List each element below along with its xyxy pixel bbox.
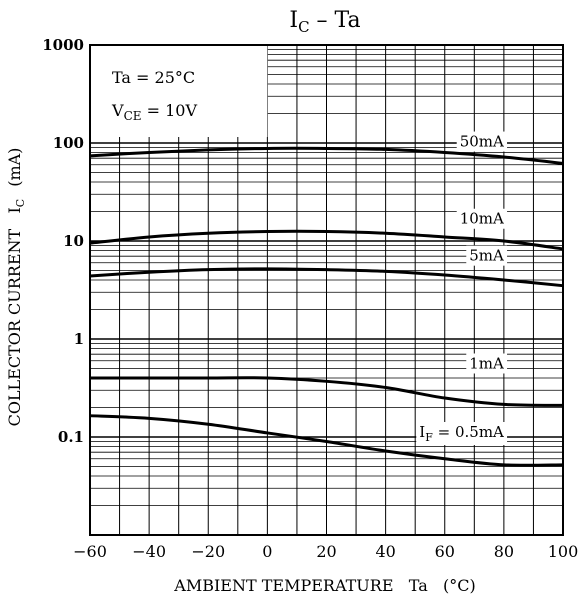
series-label-rest: 10mA xyxy=(460,210,504,228)
y-tick-label: 100 xyxy=(53,134,84,152)
series-label-4: IF = 0.5mA xyxy=(416,422,508,445)
series-layer xyxy=(89,146,564,467)
series-label-rest: 50mA xyxy=(460,133,504,151)
conditions-box: Ta = 25°C VCE = 10V xyxy=(91,46,268,137)
series-line-0 xyxy=(89,146,564,165)
series-line-4 xyxy=(89,414,564,467)
series-label-text: 1mA xyxy=(469,355,504,373)
series-label-text: 50mA xyxy=(460,133,504,151)
x-tick-label: 80 xyxy=(494,542,514,561)
series-label-rest: = 0.5mA xyxy=(433,423,504,441)
series-label-text: 5mA xyxy=(469,247,504,265)
x-tick-label: 100 xyxy=(548,542,579,561)
series-label-0: 50mA xyxy=(456,131,508,152)
series-label-3: 1mA xyxy=(466,353,508,374)
condition-rest: = 10V xyxy=(142,101,198,120)
condition-main: V xyxy=(111,101,124,120)
series-line-3 xyxy=(90,376,564,407)
chart-title-sub: C xyxy=(298,18,309,36)
series-label-rest: 1mA xyxy=(469,355,504,373)
chart-title: IC – Ta xyxy=(289,8,360,36)
series-labels: 50mA 10mA 5mA 1mA IF = 0.5mA xyxy=(416,131,508,445)
x-tick-label: −60 xyxy=(73,542,107,561)
y-tick-label: 1 xyxy=(74,330,84,348)
series-label-bg xyxy=(466,353,508,374)
series-label-bg xyxy=(456,131,508,152)
conditions-panel xyxy=(91,46,268,137)
y-axis-label: COLLECTOR CURRENT IC (mA) xyxy=(5,148,27,427)
x-tick-label: 60 xyxy=(435,542,455,561)
condition-sub: CE xyxy=(124,109,142,123)
x-tick-label: −20 xyxy=(191,542,225,561)
condition-text: VCE = 10V xyxy=(111,101,197,123)
chart-title-main: I xyxy=(289,8,298,33)
x-tick-label: −40 xyxy=(132,542,166,561)
condition-main: Ta = 25°C xyxy=(112,68,195,87)
series-line-1 xyxy=(89,229,564,251)
series-label-text: IF = 0.5mA xyxy=(419,423,504,444)
series-label-bg xyxy=(466,245,508,266)
tick-labels: −60 −40 −20 0 20 40 60 80 100 0.1 1 10 100 1000 xyxy=(42,36,578,561)
series-label-2: 5mA xyxy=(466,245,508,266)
series-line-2 xyxy=(89,267,564,288)
condition-text: Ta = 25°C xyxy=(112,68,195,87)
plot-frame xyxy=(89,44,564,536)
y-tick-label: 10 xyxy=(63,232,84,250)
series-label-1: 10mA xyxy=(456,208,508,229)
series-label-text: 10mA xyxy=(460,210,504,228)
series-label-bg xyxy=(416,422,508,445)
x-tick-label: 0 xyxy=(262,542,272,561)
x-tick-label: 40 xyxy=(375,542,395,561)
y-axis-label-sub: C xyxy=(14,199,27,207)
y-axis-label-unit: (mA) xyxy=(5,148,24,187)
y-tick-label: 0.1 xyxy=(58,428,84,446)
chart-title-rest: – Ta xyxy=(310,8,361,33)
x-tick-label: 20 xyxy=(316,542,336,561)
y-tick-label: 1000 xyxy=(42,36,84,54)
series-label-sub: F xyxy=(425,431,433,444)
series-label-rest: 5mA xyxy=(469,247,504,265)
x-axis-label: AMBIENT TEMPERATURE Ta (°C) xyxy=(173,576,475,595)
y-axis-label-main: COLLECTOR CURRENT I xyxy=(5,207,24,426)
series-label-prefix: I xyxy=(419,423,425,441)
series-label-bg xyxy=(456,208,508,229)
